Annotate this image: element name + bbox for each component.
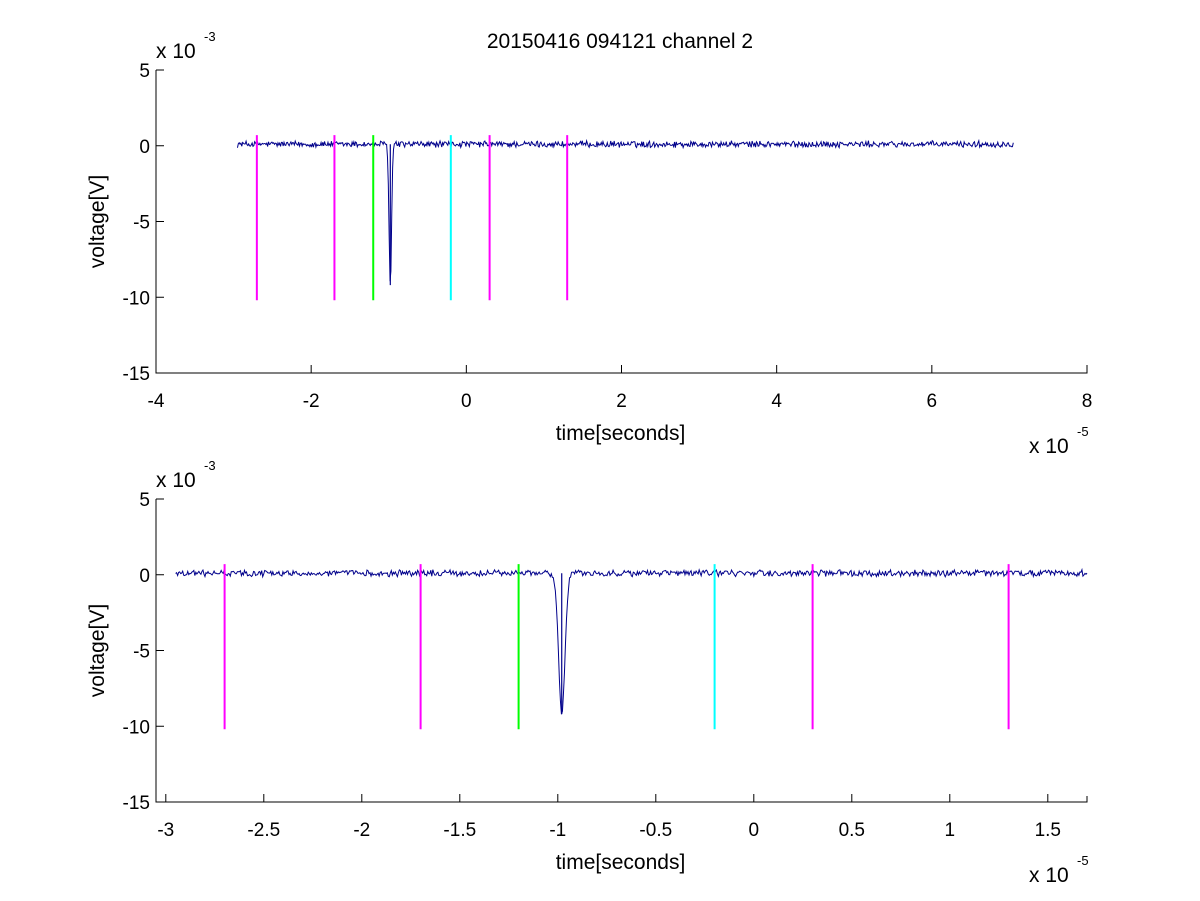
signal-trace [236,138,1014,282]
x-tick-label: 1 [945,820,956,841]
bottom-plot: -3 -2.5 -2 -1.5 -1 -0.5 0 0.5 1 1.5 5 0 -5 -10 -15 time… [86,458,1089,887]
x-tick-label: 2 [616,391,627,412]
y-tick-label: -5 [133,213,150,234]
y-tick-label: -10 [123,288,150,309]
x-tick-label: -4 [148,391,165,412]
x-exponent-power: -5 [1077,424,1089,439]
x-tick-label: -0.5 [639,820,672,841]
x-exponent-label: x 10 [1029,435,1069,458]
y-tick-label: -15 [123,793,150,814]
y-tick-label: 5 [139,490,150,511]
x-tick-label: -2 [353,820,370,841]
y-exponent-power: -3 [204,458,216,473]
y-exponent-power: -3 [204,29,216,44]
x-axis-label: time[seconds] [556,422,686,445]
x-axis-label: time[seconds] [556,851,686,874]
signal-trace [175,567,1088,715]
x-tick-label: -1 [549,820,566,841]
x-exponent-label: x 10 [1029,864,1069,887]
x-exponent-power: -5 [1077,853,1089,868]
y-tick-label: -5 [133,642,150,663]
x-tick-label: 1.5 [1035,820,1061,841]
y-exponent-label: x 10 [156,40,196,63]
figure-title: 20150416 094121 channel 2 [487,30,753,53]
y-tick-label: 0 [139,137,150,158]
x-tick-label: 4 [771,391,782,412]
x-tick-label: -3 [157,820,174,841]
axes-frame [155,70,1088,374]
y-tick-label: 5 [139,61,150,82]
axes-frame [155,499,1088,803]
top-plot: -4 -2 0 2 4 6 8 5 0 -5 -10 -15 time[seconds] voltage[… [86,29,1092,458]
x-tick-label: 0 [461,391,472,412]
x-tick-label: 6 [927,391,938,412]
y-tick-label: -10 [123,717,150,738]
x-tick-label: -2 [303,391,320,412]
y-tick-label: 0 [139,566,150,587]
y-axis-label: voltage[V] [86,175,109,268]
x-tick-label: -1.5 [443,820,476,841]
y-exponent-label: x 10 [156,469,196,492]
y-axis-label: voltage[V] [86,604,109,697]
x-tick-label: 0.5 [839,820,865,841]
x-tick-label: 0 [749,820,760,841]
x-tick-label: 8 [1082,391,1093,412]
x-tick-label: -2.5 [247,820,280,841]
y-tick-label: -15 [123,364,150,385]
